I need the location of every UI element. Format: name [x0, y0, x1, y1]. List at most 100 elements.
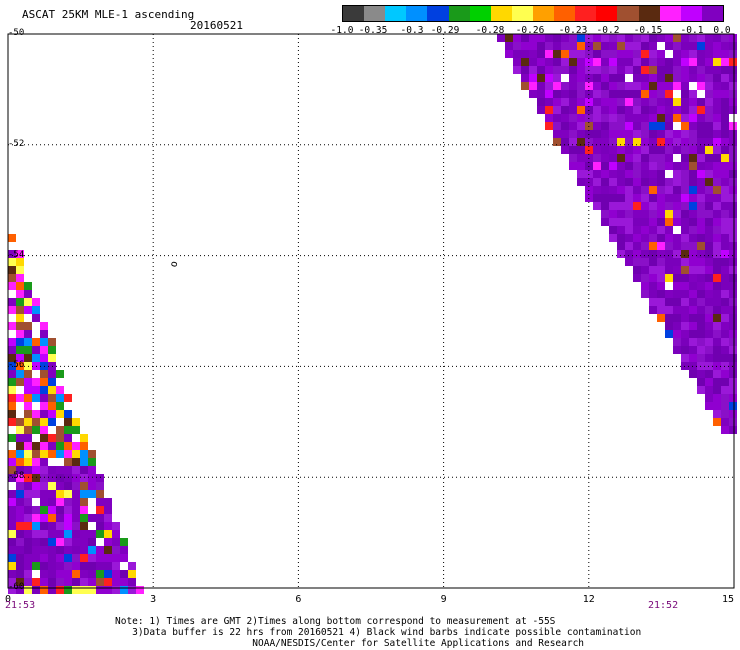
- swath-cell: [713, 322, 721, 330]
- swath-cell: [665, 330, 673, 338]
- swath-cell: [657, 274, 665, 282]
- swath-cell: [32, 578, 40, 586]
- swath-cell: [32, 458, 40, 466]
- swath-cell: [40, 354, 48, 362]
- swath-cell: [56, 530, 64, 538]
- swath-cell: [56, 522, 64, 530]
- swath-cell: [32, 538, 40, 546]
- swath-cell: [617, 98, 625, 106]
- swath-cell: [16, 418, 24, 426]
- swath-cell: [577, 138, 585, 146]
- colorbar-segment: [490, 6, 512, 21]
- swath-cell: [633, 58, 641, 66]
- swath-cell: [633, 138, 641, 146]
- swath-cell: [625, 234, 633, 242]
- swath-cell: [729, 90, 737, 98]
- swath-cell: [713, 234, 721, 242]
- swath-cell: [721, 66, 729, 74]
- colorbar-labels: -1.0 -0.35 -0.3 -0.29 -0.28 -0.26 -0.23 -0.2 -0.…: [330, 25, 731, 37]
- swath-cell: [16, 314, 24, 322]
- swath-cell: [721, 234, 729, 242]
- swath-cell: [705, 234, 713, 242]
- swath-cell: [689, 346, 697, 354]
- swath-cell: [40, 506, 48, 514]
- swath-cell: [593, 114, 601, 122]
- swath-cell: [96, 562, 104, 570]
- swath-cell: [681, 50, 689, 58]
- swath-cell: [625, 178, 633, 186]
- swath-cell: [673, 130, 681, 138]
- swath-cell: [721, 402, 729, 410]
- swath-cell: [729, 114, 737, 122]
- swath-cell: [529, 50, 537, 58]
- swath-cell: [577, 50, 585, 58]
- swath-cell: [649, 170, 657, 178]
- swath-cell: [96, 546, 104, 554]
- swath-cell: [569, 138, 577, 146]
- swath-cell: [657, 250, 665, 258]
- swath-cell: [136, 586, 144, 594]
- swath-cell: [88, 458, 96, 466]
- swath-cell: [80, 530, 88, 538]
- swath-cell: [665, 154, 673, 162]
- swath-cell: [649, 154, 657, 162]
- swath-cell: [505, 50, 513, 58]
- swath-cell: [633, 258, 641, 266]
- swath-cell: [697, 306, 705, 314]
- swath-cell: [56, 586, 64, 594]
- swath-cell: [56, 538, 64, 546]
- swath-cell: [64, 546, 72, 554]
- swath-cell: [721, 426, 729, 434]
- swath-cell: [713, 130, 721, 138]
- swath-cell: [681, 330, 689, 338]
- swath-cell: [641, 194, 649, 202]
- swath-cell: [48, 522, 56, 530]
- swath-cell: [657, 306, 665, 314]
- swath-cell: [665, 186, 673, 194]
- colorbar-segment: [406, 6, 428, 21]
- swath-cell: [32, 506, 40, 514]
- swath-cell: [657, 234, 665, 242]
- swath-cell: [40, 322, 48, 330]
- swath-cell: [657, 58, 665, 66]
- swath-cell: [601, 130, 609, 138]
- swath-cell: [24, 434, 32, 442]
- swath-cell: [729, 146, 737, 154]
- swath-cell: [48, 554, 56, 562]
- swath-cell: [665, 298, 673, 306]
- swath-cell: [713, 394, 721, 402]
- swath-cell: [561, 58, 569, 66]
- swath-cell: [72, 538, 80, 546]
- swath-cell: [24, 306, 32, 314]
- swath-cell: [721, 162, 729, 170]
- swath-cell: [689, 250, 697, 258]
- swath-cell: [88, 570, 96, 578]
- swath-cell: [657, 242, 665, 250]
- swath-cell: [673, 290, 681, 298]
- swath-cell: [88, 522, 96, 530]
- swath-cell: [24, 274, 32, 282]
- swath-cell: [657, 138, 665, 146]
- swath-cell: [24, 562, 32, 570]
- swath-cell: [32, 378, 40, 386]
- swath-cell: [32, 314, 40, 322]
- swath-cell: [16, 250, 24, 258]
- swath-cell: [96, 586, 104, 594]
- swath-cell: [665, 146, 673, 154]
- swath-cell: [24, 482, 32, 490]
- swath-cell: [16, 490, 24, 498]
- swath-cell: [601, 42, 609, 50]
- swath-cell: [48, 434, 56, 442]
- swath-cell: [40, 346, 48, 354]
- swath-cell: [72, 490, 80, 498]
- swath-cell: [40, 450, 48, 458]
- swath-cell: [633, 42, 641, 50]
- swath-cell: [697, 154, 705, 162]
- swath-cell: [72, 578, 80, 586]
- swath-cell: [705, 202, 713, 210]
- swath-cell: [8, 354, 16, 362]
- swath-cell: [721, 98, 729, 106]
- swath-cell: [577, 42, 585, 50]
- swath-cell: [104, 538, 112, 546]
- swath-cell: [705, 378, 713, 386]
